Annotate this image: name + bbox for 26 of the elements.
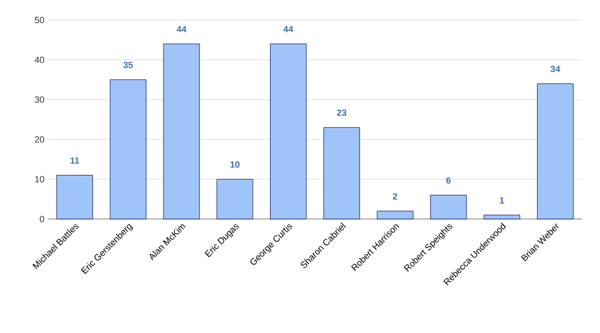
- bar: [430, 194, 467, 220]
- data-label: 6: [446, 177, 451, 184]
- data-label: 35: [123, 62, 133, 68]
- bar: [537, 83, 574, 220]
- data-label: 10: [230, 161, 240, 168]
- bar: [323, 127, 360, 220]
- bar: [216, 178, 254, 220]
- bar: [163, 44, 200, 220]
- bar: [270, 44, 307, 220]
- data-label: 11: [70, 157, 80, 164]
- data-label: 23: [337, 110, 346, 116]
- data-label: 44: [283, 26, 294, 32]
- y-tick-label: 0: [40, 216, 44, 222]
- y-tick-label: 50: [34, 16, 44, 24]
- bar: [56, 174, 93, 220]
- y-tick-label: 10: [35, 176, 44, 182]
- bar: [376, 210, 414, 220]
- y-tick-label: 20: [34, 136, 44, 143]
- data-label: 44: [176, 26, 186, 32]
- data-label: 34: [550, 66, 560, 72]
- y-tick-label: 40: [34, 56, 44, 63]
- data-label: 2: [392, 193, 398, 200]
- data-label: 1: [500, 197, 504, 204]
- bar: [110, 79, 146, 220]
- bar: [484, 214, 520, 220]
- y-tick-label: 30: [34, 96, 44, 103]
